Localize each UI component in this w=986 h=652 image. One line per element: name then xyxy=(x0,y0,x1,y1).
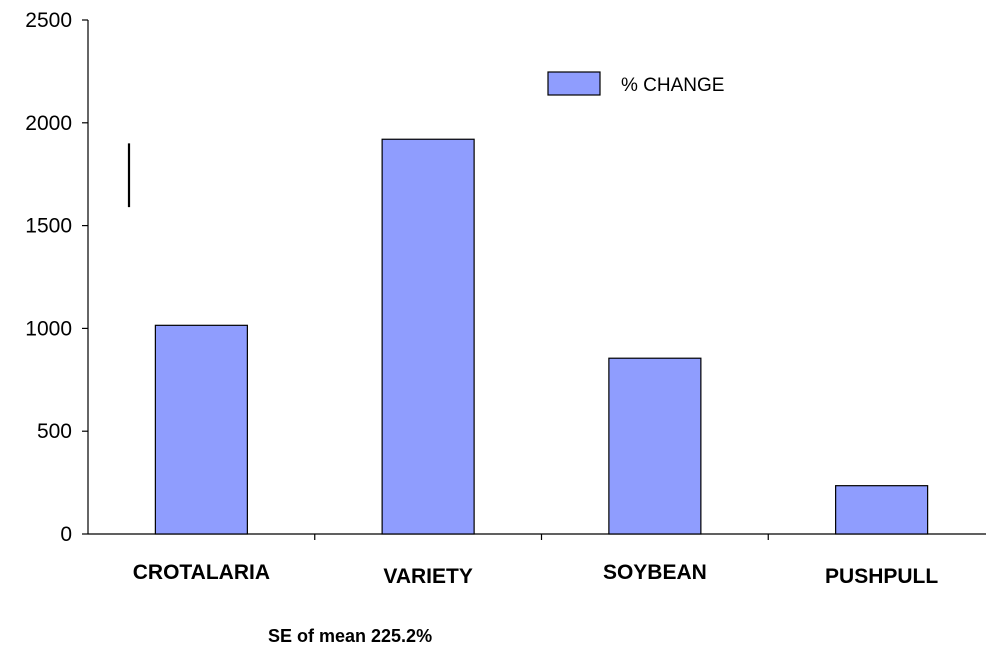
bar-pushpull xyxy=(835,485,929,535)
y-tick-label: 500 xyxy=(37,420,72,443)
x-axis-categories: CROTALARIA VARIETY SOYBEAN PUSHPULL xyxy=(133,534,938,588)
bar-crotalaria xyxy=(154,324,248,535)
legend-label: % CHANGE xyxy=(621,75,724,96)
x-category-label: VARIETY xyxy=(383,565,472,588)
legend: % CHANGE xyxy=(547,71,724,96)
se-of-mean-note: SE of mean 225.2% xyxy=(268,626,433,646)
x-category-label: CROTALARIA xyxy=(133,561,270,584)
y-tick-label: 1500 xyxy=(25,215,72,238)
bar-variety xyxy=(381,138,475,535)
bar-soybean xyxy=(608,357,702,535)
y-tick-label: 2500 xyxy=(25,9,72,32)
y-tick-label: 1000 xyxy=(25,317,72,340)
legend-swatch xyxy=(547,71,601,96)
x-category-label: PUSHPULL xyxy=(825,565,938,588)
x-category-label: SOYBEAN xyxy=(603,561,707,584)
y-axis-ticks: 0 500 1000 1500 2000 2500 xyxy=(25,9,88,546)
y-tick-label: 2000 xyxy=(25,112,72,135)
y-tick-label: 0 xyxy=(60,523,72,546)
bars xyxy=(154,138,929,535)
